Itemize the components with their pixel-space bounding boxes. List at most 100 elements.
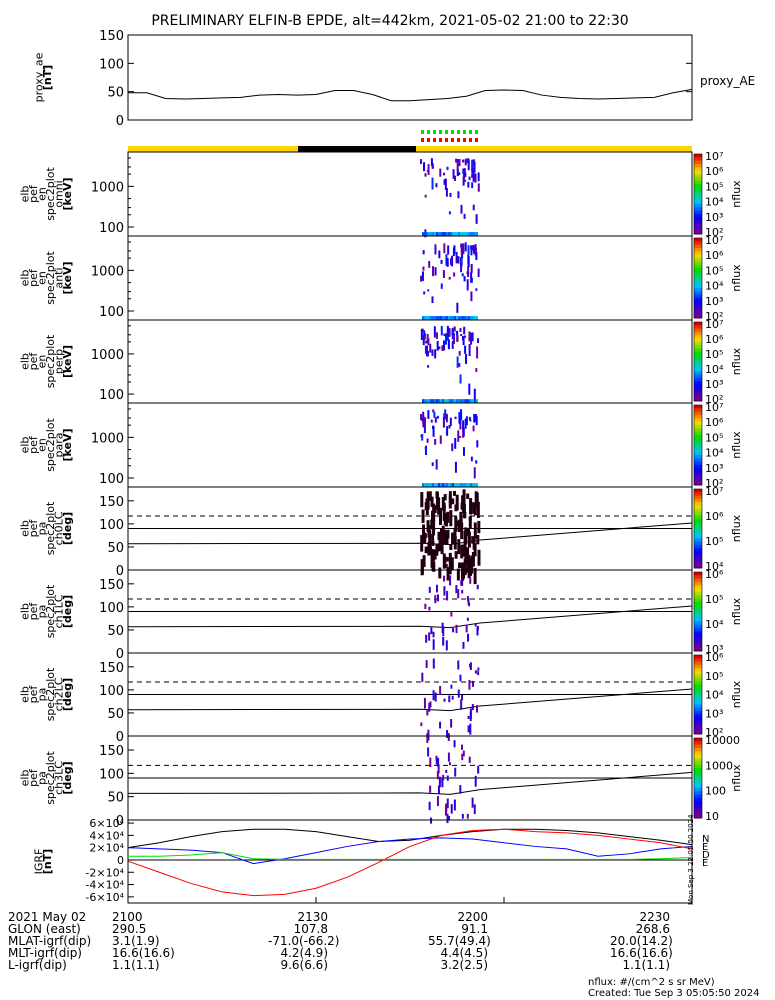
colorbar-segment xyxy=(694,387,702,392)
omni-spectrogram-cell xyxy=(456,169,459,177)
omni-spectrogram-cell xyxy=(473,164,476,173)
pa-ch1LC-ylabel-line: pa xyxy=(36,605,49,619)
pa-ch0LC-cell xyxy=(476,534,480,545)
pa-ch0LC-cell xyxy=(462,489,466,508)
omni-spectrogram-ylabel-line: spec2plot xyxy=(44,167,57,221)
anti-spectrogram-band-cell xyxy=(462,316,464,321)
omni-spectrogram-cell xyxy=(452,169,455,179)
colorbar-segment xyxy=(694,541,702,546)
omni-spectrogram-band-cell xyxy=(470,232,472,237)
omni-spectrogram-cell xyxy=(472,171,475,182)
status-marker-red xyxy=(463,138,466,142)
perp-spectrogram-band-cell xyxy=(474,399,476,404)
perp-spectrogram-cell xyxy=(471,332,474,342)
pa-ch0LC-cell xyxy=(445,512,449,521)
perp-spectrogram-band-cell xyxy=(444,399,446,404)
colorbar-tick-label: 10⁴ xyxy=(705,196,724,209)
omni-spectrogram-cell xyxy=(448,211,451,215)
footer-row-label: GLON (east) xyxy=(8,922,81,936)
perp-spectrogram-cell xyxy=(464,335,467,338)
colorbar-segment xyxy=(694,681,702,686)
colorbar-tick-label: 10⁴ xyxy=(705,560,724,573)
pa-ch2LC-cell xyxy=(426,710,429,716)
colorbar-label: nflux xyxy=(730,347,743,375)
para-spectrogram-cell xyxy=(473,414,476,423)
colorbar-tick-label: 10⁶ xyxy=(705,165,724,178)
para-spectrogram-cell xyxy=(420,414,423,421)
colorbar-segment xyxy=(694,274,702,279)
pa-ch3LC-cell xyxy=(442,774,445,781)
pa-ch1LC-cell xyxy=(467,598,470,605)
perp-spectrogram-cell xyxy=(425,345,428,357)
para-spectrogram-band-cell xyxy=(440,483,442,488)
pa-ch2LC-cell xyxy=(450,684,453,689)
colorbar-label: nflux xyxy=(730,597,743,625)
para-spectrogram-cell xyxy=(468,416,471,421)
perp-spectrogram-band-cell xyxy=(436,399,438,404)
footer-row-value: 4.2(4.9) xyxy=(280,946,328,960)
omni-spectrogram-ytick-label: 1000 xyxy=(91,180,124,195)
status-marker-red xyxy=(475,138,478,142)
colorbar-segment xyxy=(694,572,702,576)
colorbar-segment xyxy=(694,187,702,192)
pa-ch2LC-cell xyxy=(450,719,453,728)
omni-spectrogram-cell xyxy=(439,168,442,177)
colorbar-segment xyxy=(694,641,702,645)
pa-ch0LC-cell xyxy=(454,551,458,559)
omni-spectrogram-cell xyxy=(458,172,461,175)
omni-spectrogram-ytick-label: 100 xyxy=(99,221,124,236)
colorbar-segment xyxy=(694,498,702,503)
colorbar-segment xyxy=(694,224,702,228)
perp-spectrogram-cell xyxy=(420,328,423,340)
pa-ch0LC-cell xyxy=(438,536,442,543)
anti-spectrogram-ylabel-line: elb xyxy=(19,270,32,287)
pa-ch0LC-cell xyxy=(456,521,460,527)
pa-ch0LC-cell xyxy=(435,491,439,510)
colorbar-segment xyxy=(694,338,702,343)
colorbar-frame xyxy=(693,321,703,402)
colorbar-tick-label: 10⁵ xyxy=(705,180,723,193)
pa-ch0LC-cell xyxy=(426,520,430,532)
colorbar-segment xyxy=(694,445,702,449)
pa-ch1LC-cell xyxy=(437,594,440,602)
pa-ch3LC-cells xyxy=(427,740,480,824)
pa-ch0LC-cell xyxy=(455,494,459,511)
para-spectrogram-cell xyxy=(462,447,465,456)
colorbar-segment xyxy=(694,814,702,819)
pa-ch0LC-cell xyxy=(463,558,467,576)
footer-row-value: 1.1(1.1) xyxy=(622,958,670,972)
anti-spectrogram-cell xyxy=(420,275,423,282)
para-spectrogram-band-cell xyxy=(462,483,464,488)
anti-spectrogram-cell xyxy=(453,245,456,254)
omni-spectrogram-cell xyxy=(427,164,430,176)
colorbar-tick-label: 10⁶ xyxy=(705,510,724,523)
colorbar-segment xyxy=(694,664,702,669)
pa-ch0LC-cell xyxy=(425,505,429,515)
colorbar-segment xyxy=(694,210,702,215)
pa-ch2LC-ytick-label: 150 xyxy=(99,661,124,676)
anti-spectrogram-cell xyxy=(440,283,443,289)
pa-ch3LC-cell xyxy=(446,775,449,781)
anti-spectrogram-cell xyxy=(421,271,424,281)
perp-spectrogram-cell xyxy=(427,338,430,346)
anti-spectrogram-band-cell xyxy=(466,316,468,321)
pa-ch0LC-cell xyxy=(440,538,444,555)
para-spectrogram-band-cell xyxy=(458,483,460,488)
para-spectrogram-band-cell xyxy=(444,483,446,488)
colorbar-frame xyxy=(693,153,703,235)
colorbar-tick-label: 100 xyxy=(705,785,726,798)
colorbar-segment xyxy=(694,621,702,626)
pa-ch0LC-cell xyxy=(432,503,436,521)
colorbar-segment xyxy=(694,197,702,202)
colorbar-segment xyxy=(694,774,702,779)
omni-spectrogram-band-cell xyxy=(474,232,476,237)
colorbar-segment xyxy=(694,521,702,526)
pa-ch2LC-cell xyxy=(460,699,463,710)
anti-spectrogram-band-cell xyxy=(450,316,452,321)
colorbar-segment xyxy=(694,164,702,168)
colorbar-segment xyxy=(694,564,702,569)
pa-ch0LC-cell xyxy=(421,509,425,523)
colorbar-label: nflux xyxy=(730,180,743,208)
pa-ch3LC-ylabel-line: ch3LC xyxy=(53,761,66,795)
anti-spectrogram-cell xyxy=(457,256,460,264)
